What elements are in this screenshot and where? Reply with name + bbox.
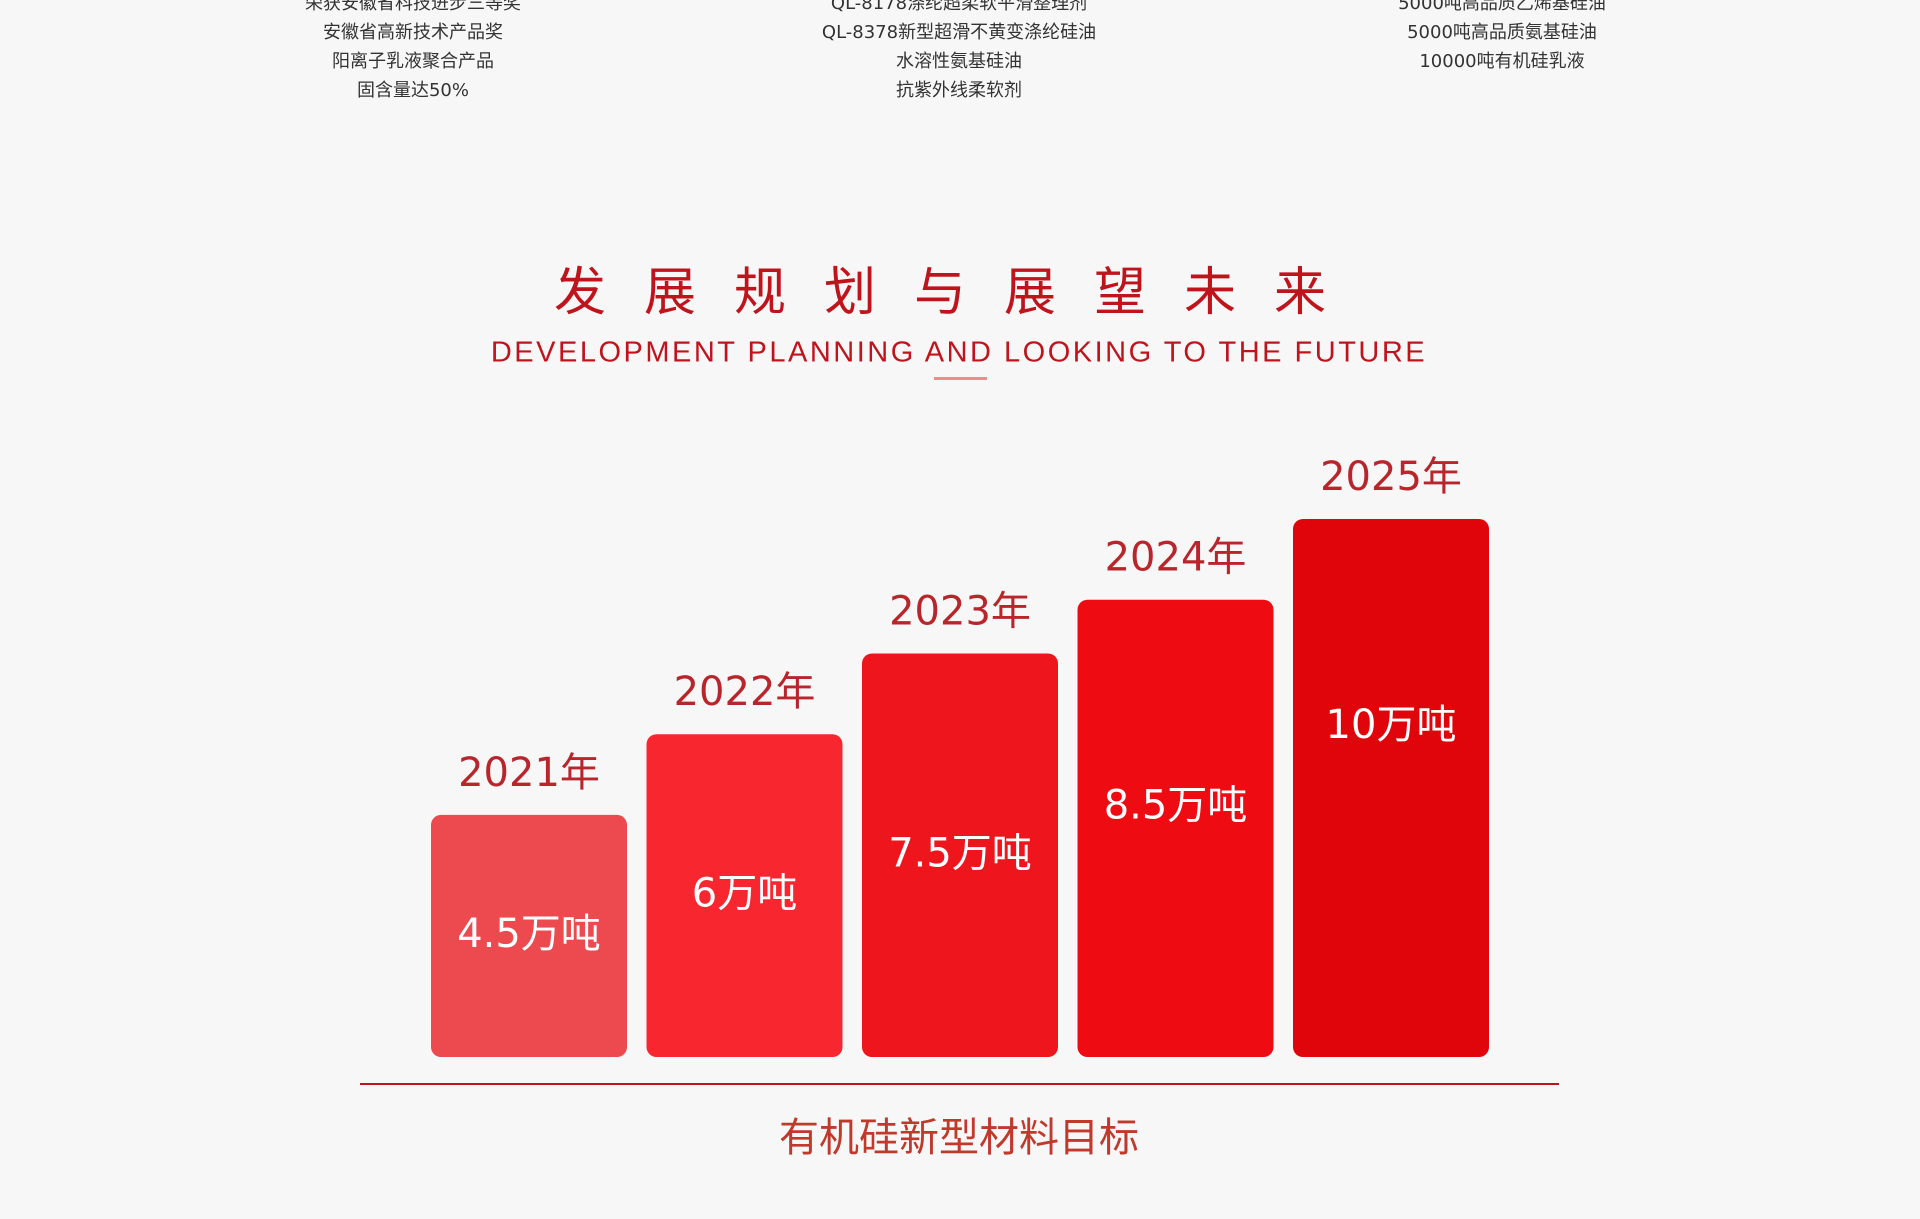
feature-line: 水溶性氨基硅油: [896, 51, 1022, 72]
bar: [646, 734, 843, 1057]
bar: [1293, 519, 1489, 1057]
value-label: 8.5万吨: [1104, 783, 1248, 829]
chart-caption: 有机硅新型材料目标: [779, 1115, 1139, 1161]
title-underline: [934, 377, 987, 380]
feature-line: 5000吨高品质氨基硅油: [1407, 22, 1597, 43]
feature-line: 阳离子乳液聚合产品: [332, 51, 494, 72]
bar: [862, 653, 1058, 1057]
category-label: 2023年: [889, 589, 1031, 635]
feature-line: 安徽省高新技术产品奖: [323, 22, 503, 43]
category-label: 2022年: [674, 669, 816, 715]
category-label: 2024年: [1105, 535, 1247, 581]
section-subtitle: DEVELOPMENT PLANNING AND LOOKING TO THE …: [491, 337, 1427, 369]
feature-line: 5000吨高品质乙烯基硅油: [1398, 0, 1606, 14]
value-label: 10万吨: [1326, 702, 1457, 748]
value-label: 4.5万吨: [457, 911, 601, 957]
value-label: 6万吨: [692, 871, 797, 917]
bar: [1077, 599, 1274, 1057]
category-label: 2025年: [1320, 454, 1462, 500]
bar: [431, 814, 627, 1057]
value-label: 7.5万吨: [888, 830, 1032, 876]
feature-line: QL-8178涤纶超柔软平滑整理剂: [831, 0, 1087, 14]
feature-line: 荣获安徽省科技进步三等奖: [305, 0, 521, 14]
feature-line: 固含量达50%: [357, 80, 469, 101]
feature-line: 10000吨有机硅乳液: [1419, 51, 1584, 72]
section-title: 发展规划与展望未来: [554, 263, 1364, 323]
category-label: 2021年: [458, 750, 600, 796]
feature-line: QL-8378新型超滑不黄变涤纶硅油: [822, 22, 1096, 43]
feature-line: 抗紫外线柔软剂: [896, 80, 1022, 101]
